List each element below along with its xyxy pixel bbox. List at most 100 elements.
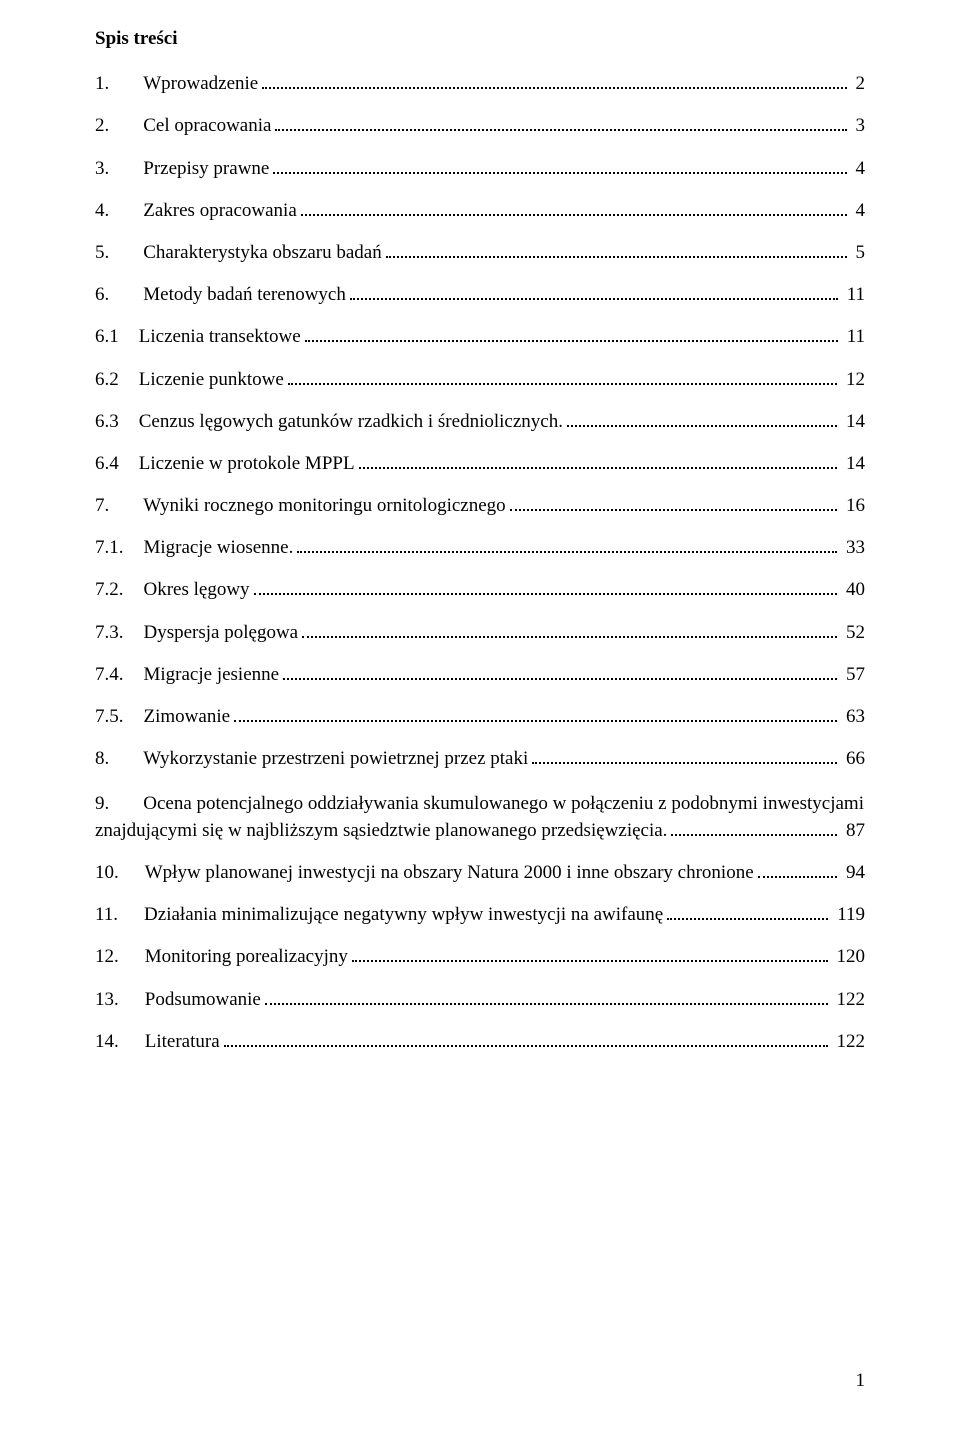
toc-leader-dots <box>273 156 846 173</box>
toc-entry-number: 11. <box>95 905 144 924</box>
toc-entry-number: 6.3 <box>95 412 139 431</box>
toc-leader-dots <box>262 72 847 89</box>
toc-entry: 8.Wykorzystanie przestrzeni powietrznej … <box>95 747 865 768</box>
toc-entry: 6.1Liczenia transektowe 11 <box>95 325 865 346</box>
toc-entry-label: Liczenie w protokole MPPL <box>139 454 355 473</box>
toc-entry-number: 7.3. <box>95 623 144 642</box>
toc-entry: 6.4Liczenie w protokole MPPL 14 <box>95 452 865 473</box>
toc-entry-label: Zimowanie <box>144 707 231 726</box>
toc-entry-number: 3. <box>95 159 143 178</box>
toc-leader-dots <box>297 536 837 553</box>
toc-leader-dots <box>567 410 837 427</box>
toc-entry-page: 12 <box>841 370 865 389</box>
toc-entry-label: Wpływ planowanej inwestycji na obszary N… <box>145 863 754 882</box>
toc-leader-dots <box>283 663 837 680</box>
toc-entry-number: 6. <box>95 285 143 304</box>
toc-entry-label: Cel opracowania <box>143 116 271 135</box>
toc-leader-dots <box>671 819 837 836</box>
toc-entry: 6.3Cenzus lęgowych gatunków rzadkich i ś… <box>95 410 865 431</box>
toc-entry: 7.4.Migracje jesienne 57 <box>95 663 865 684</box>
toc-leader-dots <box>386 241 847 258</box>
toc-entry-number: 6.4 <box>95 454 139 473</box>
toc-entry: 14.Literatura 122 <box>95 1030 865 1051</box>
toc-entry-number: 6.2 <box>95 370 139 389</box>
toc-entry-page: 5 <box>851 243 865 262</box>
toc-entry: 7.Wyniki rocznego monitoringu ornitologi… <box>95 494 865 515</box>
toc-entry-label: Okres lęgowy <box>144 580 250 599</box>
toc-entry-label: Migracje jesienne <box>144 665 280 684</box>
toc-entry-label: Liczenie punktowe <box>139 370 284 389</box>
toc-entry-page: 11 <box>842 327 865 346</box>
toc-entry: 10.Wpływ planowanej inwestycji na obszar… <box>95 861 865 882</box>
toc-entry: 7.1.Migracje wiosenne. 33 <box>95 536 865 557</box>
toc-entry-label: Działania minimalizujące negatywny wpływ… <box>144 905 663 924</box>
toc-entry-label: Przepisy prawne <box>143 159 269 178</box>
toc-entry-page: 52 <box>841 623 865 642</box>
toc-entry: 1.Wprowadzenie 2 <box>95 72 865 93</box>
toc-entry-page: 119 <box>832 905 865 924</box>
toc-leader-dots <box>350 283 838 300</box>
toc-entry: 2.Cel opracowania 3 <box>95 114 865 135</box>
toc-entry-page: 2 <box>851 74 865 93</box>
toc-entry: 7.5.Zimowanie 63 <box>95 705 865 726</box>
toc-entry-label: Podsumowanie <box>145 990 261 1009</box>
toc-entry-label: Cenzus lęgowych gatunków rzadkich i śred… <box>139 412 563 431</box>
toc-leader-dots <box>758 861 838 878</box>
toc-leader-dots <box>352 945 828 962</box>
toc-entry-label: Wprowadzenie <box>143 74 258 93</box>
toc-entry-label: Metody badań terenowych <box>143 285 346 304</box>
toc-entry-page: 4 <box>851 201 865 220</box>
toc-entry-label: znajdującymi się w najbliższym sąsiedztw… <box>95 821 667 840</box>
toc-body: 1.Wprowadzenie 2 2.Cel opracowania 3 3.Prz… <box>95 72 865 1051</box>
toc-entry-number: 7.5. <box>95 707 144 726</box>
toc-entry: 6.Metody badań terenowych 11 <box>95 283 865 304</box>
toc-entry-number: 8. <box>95 749 143 768</box>
toc-entry: 3.Przepisy prawne 4 <box>95 156 865 177</box>
toc-entry: 4.Zakres opracowania 4 <box>95 199 865 220</box>
toc-entry-number: 13. <box>95 990 145 1009</box>
toc-leader-dots <box>301 199 847 216</box>
toc-leader-dots <box>288 367 837 384</box>
toc-leader-dots <box>234 705 837 722</box>
toc-entry-number: 7.2. <box>95 580 144 599</box>
toc-entry-page: 4 <box>851 159 865 178</box>
toc-entry: 13.Podsumowanie 122 <box>95 987 865 1008</box>
toc-entry-page: 94 <box>841 863 865 882</box>
toc-entry-page: 14 <box>841 454 865 473</box>
toc-entry-label: Ocena potencjalnego oddziaływania skumul… <box>143 789 864 818</box>
toc-leader-dots <box>667 903 828 920</box>
toc-entry-number: 12. <box>95 947 145 966</box>
toc-entry-label: Literatura <box>145 1032 220 1051</box>
toc-entry-number: 14. <box>95 1032 145 1051</box>
toc-entry: 7.3.Dyspersja polęgowa 52 <box>95 620 865 641</box>
toc-entry-number: 6.1 <box>95 327 139 346</box>
toc-title: Spis treści <box>95 28 865 50</box>
toc-entry-number: 10. <box>95 863 145 882</box>
toc-entry-page: 63 <box>841 707 865 726</box>
toc-entry-number: 5. <box>95 243 143 262</box>
toc-leader-dots <box>254 578 838 595</box>
toc-entry-number: 4. <box>95 201 143 220</box>
toc-leader-dots <box>510 494 838 511</box>
toc-entry: 11.Działania minimalizujące negatywny wp… <box>95 903 865 924</box>
toc-leader-dots <box>305 325 838 342</box>
toc-entry-page: 122 <box>832 990 865 1009</box>
toc-entry-label: Monitoring porealizacyjny <box>145 947 348 966</box>
toc-entry-label: Dyspersja polęgowa <box>144 623 299 642</box>
toc-entry-number: 7.4. <box>95 665 144 684</box>
toc-entry-page: 16 <box>841 496 865 515</box>
toc-entry-page: 120 <box>832 947 865 966</box>
toc-entry: 12.Monitoring porealizacyjny 120 <box>95 945 865 966</box>
toc-leader-dots <box>359 452 838 469</box>
document-page: Spis treści 1.Wprowadzenie 2 2.Cel opraco… <box>0 0 960 1450</box>
toc-entry-label: Wyniki rocznego monitoringu ornitologicz… <box>143 496 505 515</box>
toc-entry-page: 57 <box>841 665 865 684</box>
toc-entry-page: 122 <box>832 1032 865 1051</box>
toc-leader-dots <box>224 1030 828 1047</box>
toc-entry-label: Zakres opracowania <box>143 201 297 220</box>
toc-entry-label: Liczenia transektowe <box>139 327 301 346</box>
toc-entry-label: Wykorzystanie przestrzeni powietrznej pr… <box>143 749 528 768</box>
toc-entry-number: 1. <box>95 74 143 93</box>
toc-entry-page: 87 <box>841 821 865 840</box>
toc-entry-label: Migracje wiosenne. <box>144 538 294 557</box>
